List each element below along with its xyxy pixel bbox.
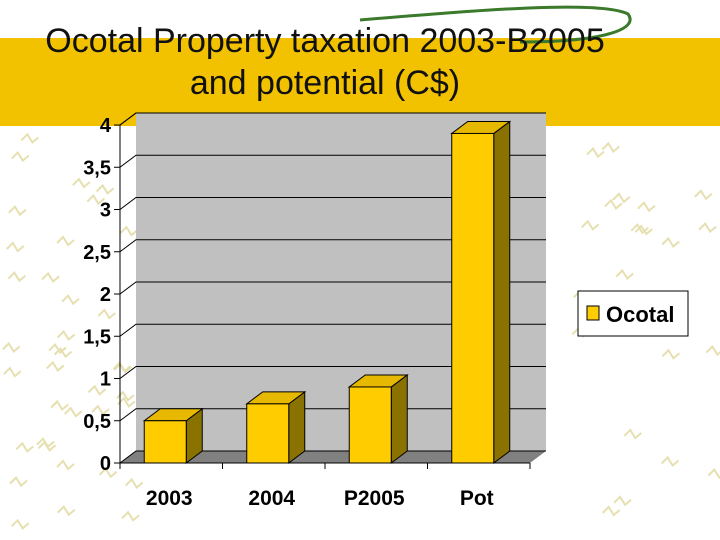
decorative-squiggle bbox=[612, 192, 631, 204]
bar-pot bbox=[450, 120, 512, 464]
gridline bbox=[119, 197, 546, 210]
decorative-squiggle bbox=[634, 224, 653, 236]
decorative-squiggle bbox=[86, 194, 105, 206]
decorative-squiggle bbox=[112, 361, 132, 373]
decorative-squiggle bbox=[661, 348, 681, 360]
decorative-squiggle bbox=[57, 505, 76, 517]
y-tick-label: 4 bbox=[100, 115, 112, 137]
decorative-squiggle bbox=[46, 360, 65, 372]
decorative-squiggle bbox=[9, 476, 28, 488]
decorative-squiggle bbox=[63, 406, 83, 418]
decorative-squiggle bbox=[72, 177, 91, 189]
decorative-squiggle bbox=[56, 329, 76, 341]
decorative-squiggle bbox=[637, 201, 656, 213]
decorative-squiggle bbox=[87, 384, 107, 396]
bar-front bbox=[143, 420, 187, 464]
gridline bbox=[119, 281, 546, 295]
bar-2003 bbox=[142, 407, 204, 464]
x-tick-label: Pot bbox=[460, 487, 494, 510]
y-tick-label: 1,5 bbox=[83, 326, 111, 348]
decorative-squiggle bbox=[56, 459, 75, 471]
gridlines bbox=[119, 112, 546, 464]
decorative-squiggle bbox=[53, 347, 73, 359]
y-axis: 0 0,5 1 1,5 2 2,5 3 3,5 4 bbox=[83, 112, 137, 475]
bar-front bbox=[451, 132, 495, 464]
y-axis-depth-line bbox=[119, 112, 137, 126]
x-axis: 2003 2004 P2005 Pot bbox=[119, 462, 531, 510]
slide-title: Ocotal Property taxation 2003-B2005 and … bbox=[45, 22, 605, 102]
decorative-squiggle bbox=[119, 225, 139, 237]
decorative-squiggle bbox=[661, 236, 680, 249]
legend-swatch bbox=[586, 305, 600, 321]
bar-side bbox=[493, 120, 511, 464]
decorative-swoosh bbox=[359, 5, 632, 44]
bar-side bbox=[390, 373, 408, 464]
gridline bbox=[119, 450, 546, 464]
decorative-squiggle bbox=[7, 271, 26, 283]
decorative-squiggle bbox=[660, 455, 680, 468]
decorative-squiggle bbox=[601, 505, 621, 517]
decorative-squiggle bbox=[48, 342, 67, 355]
y-tick-label: 0,5 bbox=[83, 411, 111, 433]
x-tick-label: P2005 bbox=[344, 487, 405, 510]
decorative-squiggle bbox=[694, 189, 713, 201]
decorative-squiggle bbox=[11, 150, 30, 163]
decorative-squiggle bbox=[581, 219, 600, 231]
bars bbox=[142, 120, 512, 464]
x-tick-label: 2004 bbox=[248, 487, 295, 510]
decorative-squiggle bbox=[50, 399, 69, 412]
decorative-squiggle bbox=[10, 518, 30, 530]
decorative-squiggle bbox=[698, 222, 717, 234]
y-tick-label: 3,5 bbox=[83, 157, 111, 179]
decorative-squiggle bbox=[707, 467, 720, 480]
legend-label: Ocotal bbox=[606, 302, 674, 327]
decorative-squiggle bbox=[98, 467, 118, 479]
decorative-squiggle bbox=[2, 341, 21, 353]
decorative-squiggle bbox=[56, 235, 75, 247]
decorative-squiggle bbox=[20, 132, 40, 144]
gridline bbox=[119, 323, 546, 337]
decorative-squiggle bbox=[95, 183, 115, 195]
decorative-squiggle bbox=[6, 241, 25, 253]
decorative-squiggle bbox=[3, 366, 22, 378]
decorative-squiggle bbox=[37, 440, 57, 452]
bar-p2005 bbox=[347, 373, 409, 464]
y-tick-label: 3 bbox=[100, 200, 111, 222]
decorative-squiggle bbox=[601, 141, 620, 154]
decorative-squiggle bbox=[623, 428, 642, 440]
decorative-squiggle bbox=[121, 510, 140, 522]
y-tick-label: 2 bbox=[100, 284, 111, 306]
decorative-squiggle bbox=[613, 495, 632, 507]
legend-box bbox=[577, 290, 689, 337]
decorative-squiggle bbox=[117, 396, 136, 408]
bar-2004 bbox=[245, 390, 307, 464]
y-tick-label: 2,5 bbox=[83, 242, 111, 264]
bar-front bbox=[246, 403, 290, 464]
gridline bbox=[119, 408, 546, 422]
decorative-squiggle bbox=[604, 198, 623, 210]
decorative-squiggle bbox=[41, 271, 60, 283]
decorative-squiggle bbox=[61, 294, 80, 306]
y-tick-label: 0 bbox=[100, 453, 111, 475]
decorative-squiggle bbox=[8, 205, 27, 217]
gridline bbox=[119, 154, 546, 168]
bar-front bbox=[348, 386, 392, 464]
x-tick-label: 2003 bbox=[146, 487, 193, 510]
gridline bbox=[119, 366, 546, 379]
decorative-squiggle bbox=[586, 146, 605, 159]
decorative-squiggle bbox=[615, 268, 634, 281]
y-tick-label: 1 bbox=[100, 369, 111, 391]
legend: Ocotal bbox=[577, 290, 689, 337]
title-band bbox=[0, 38, 720, 126]
gridline bbox=[119, 239, 546, 253]
decorative-squiggle bbox=[125, 477, 144, 490]
decorative-squiggle bbox=[97, 308, 116, 320]
decorative-squiggle bbox=[15, 441, 34, 453]
plot-floor bbox=[120, 451, 546, 463]
decorative-squiggle bbox=[91, 404, 110, 416]
decorative-squiggle bbox=[705, 344, 720, 357]
